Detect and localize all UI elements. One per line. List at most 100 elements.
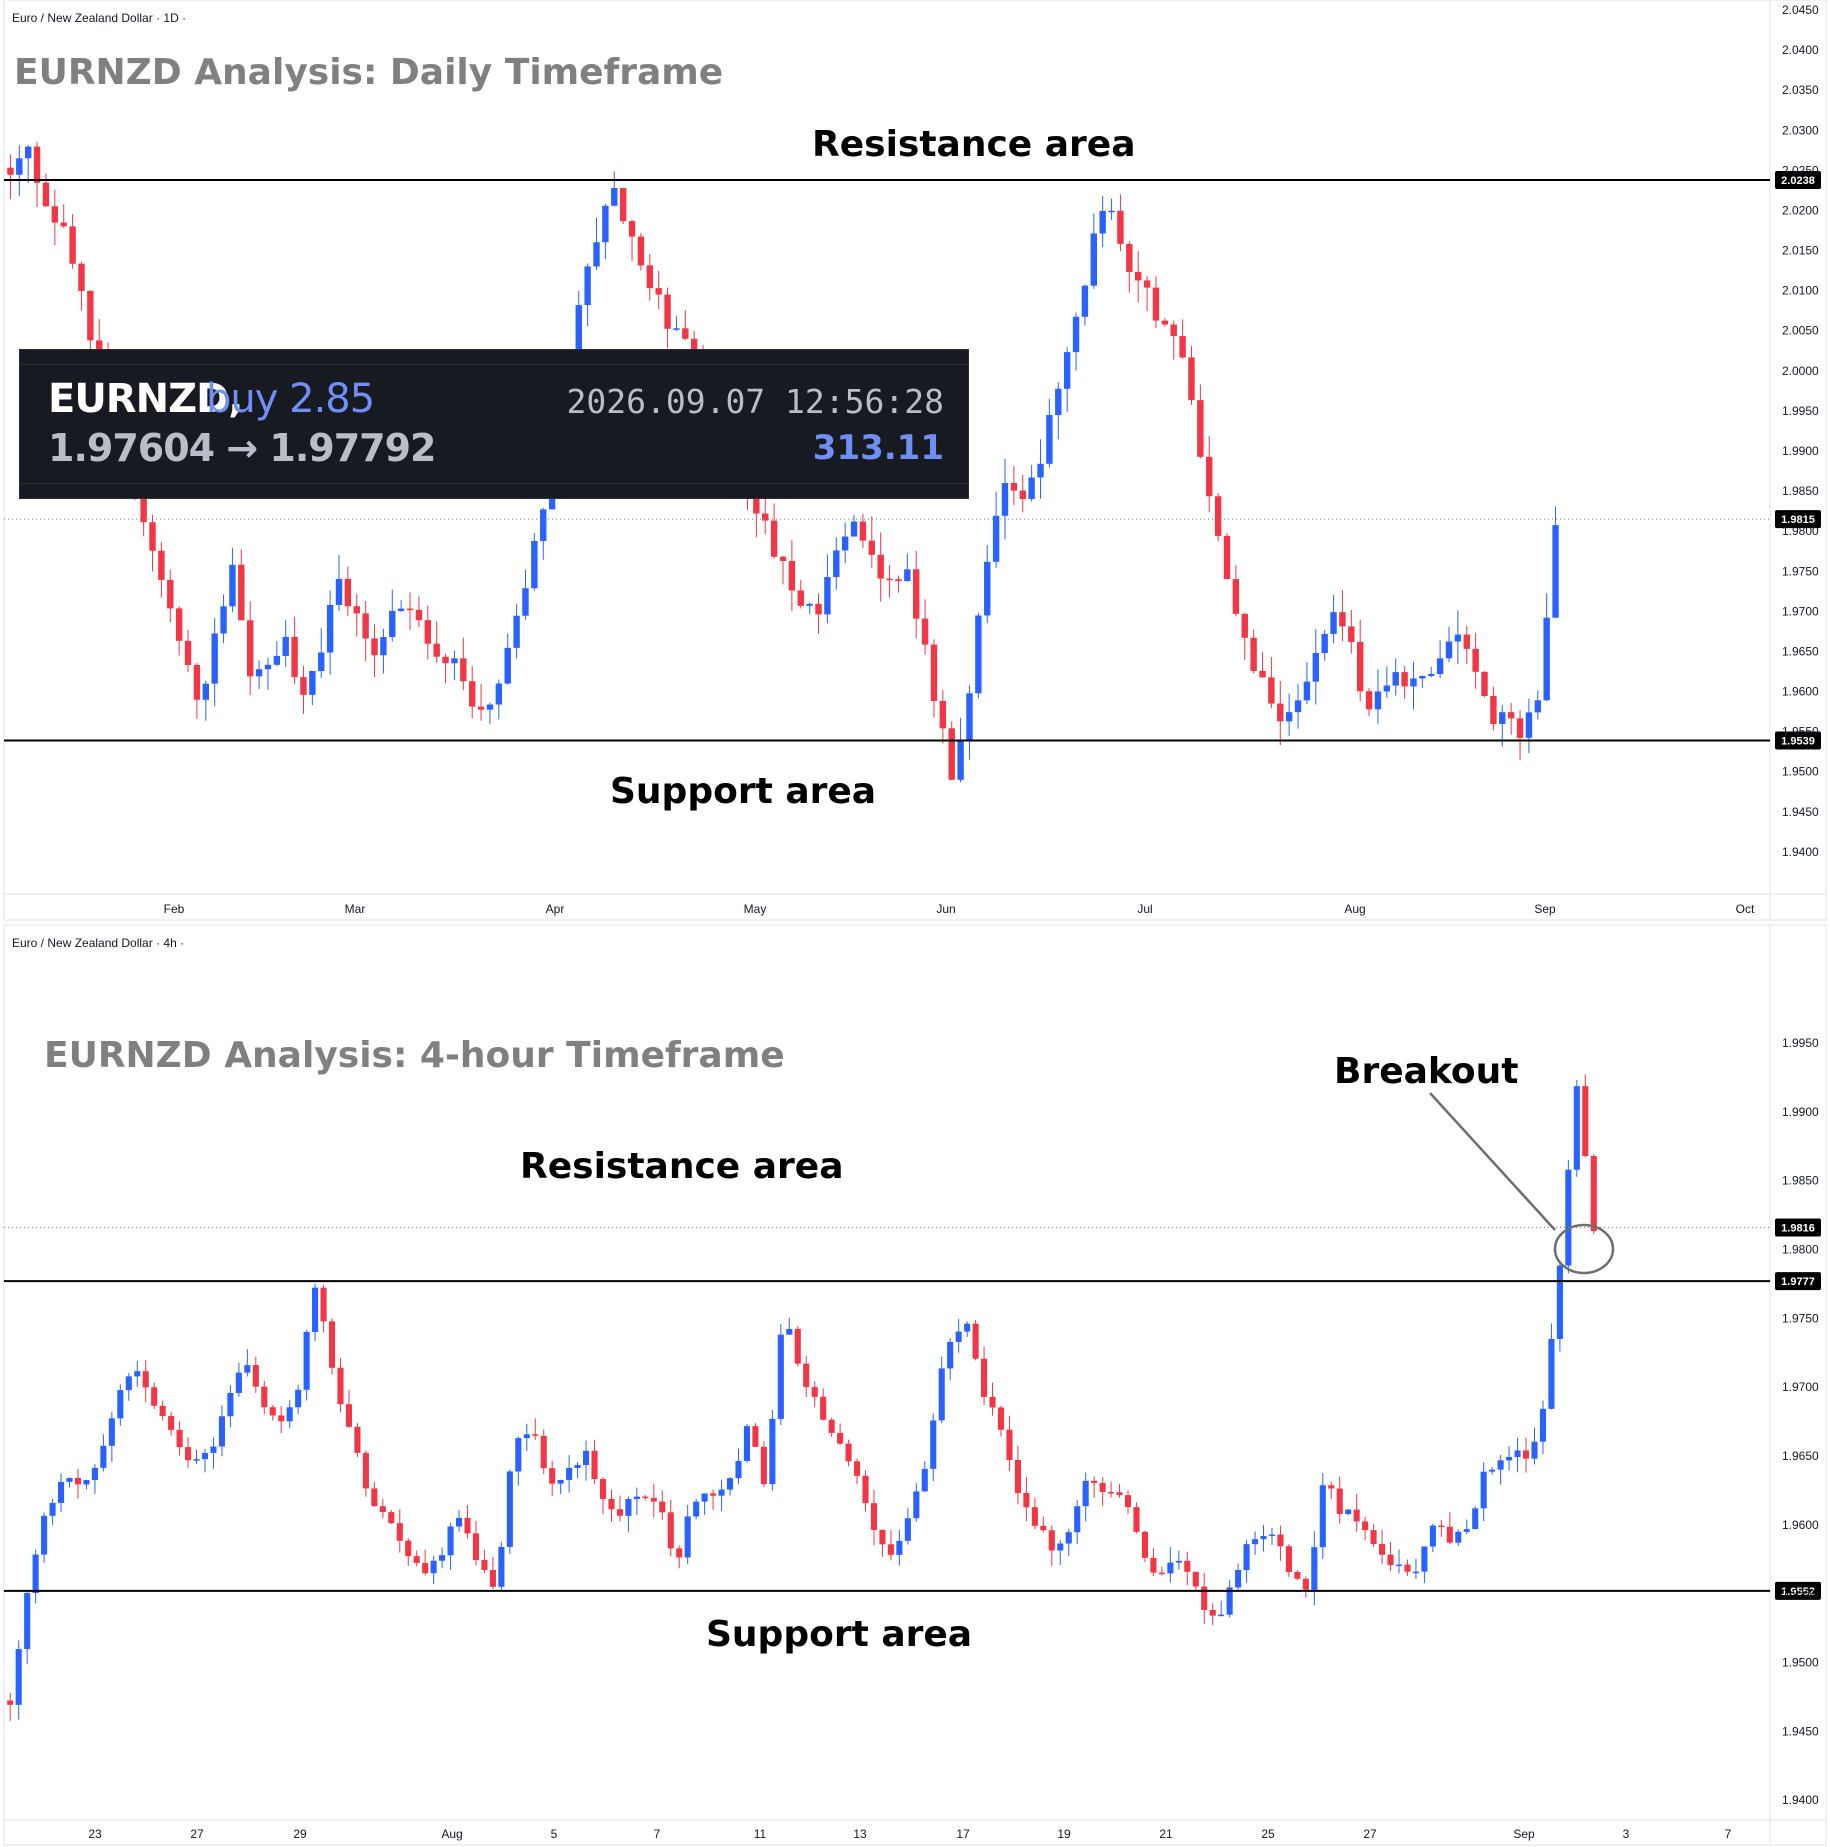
candle: [540, 507, 547, 560]
candle-body: [992, 515, 1000, 562]
candle-body: [362, 613, 369, 639]
candle: [557, 1479, 564, 1495]
candle: [957, 717, 964, 783]
trade-info-box[interactable]: EURNZD, buy 2.85 2026.09.07 12:56:28 1.9…: [19, 349, 969, 499]
candle: [1525, 698, 1533, 754]
candle: [972, 1319, 979, 1361]
candle: [522, 569, 529, 620]
candle: [1126, 241, 1133, 293]
candle: [1294, 683, 1302, 729]
candle: [1037, 439, 1044, 499]
candle-body: [247, 620, 254, 677]
candle-body: [489, 1570, 496, 1587]
candle-body: [540, 1435, 547, 1469]
four-hour-chart-panel[interactable]: Euro / New Zealand Dollar · 4h · EURNZD …: [3, 924, 1827, 1846]
candle: [1410, 661, 1417, 710]
candle: [477, 683, 485, 721]
candle-body: [117, 1390, 124, 1419]
candle: [335, 554, 343, 612]
candle: [1133, 1502, 1140, 1534]
y-tick-label: 1.9750: [1782, 564, 1819, 578]
candle: [913, 1483, 920, 1522]
candle: [770, 503, 778, 559]
candle: [433, 621, 440, 663]
candle-body: [1116, 1492, 1123, 1496]
candle: [762, 492, 769, 535]
candle-body: [877, 554, 884, 579]
candle: [718, 1479, 725, 1511]
candle-body: [743, 1426, 751, 1461]
candle: [859, 513, 867, 549]
daily-chart-title: EURNZD Analysis: Daily Timeframe: [14, 52, 723, 93]
candle-body: [91, 1467, 98, 1481]
candle: [1539, 1400, 1547, 1455]
candle: [1516, 710, 1524, 761]
candle: [1339, 590, 1346, 642]
candle: [100, 1434, 107, 1472]
current-price-label: 1.9815: [1781, 514, 1815, 526]
y-tick-label: 1.9900: [1782, 1105, 1819, 1119]
candle-body: [309, 671, 316, 695]
candle-body: [575, 305, 582, 355]
candle: [318, 628, 325, 678]
candle: [549, 1460, 556, 1497]
candle-body: [312, 1287, 319, 1332]
trade-symbol: EURNZD,: [48, 376, 243, 422]
candle: [1419, 675, 1426, 689]
candle-body: [328, 1321, 336, 1368]
candle: [602, 203, 609, 260]
candle-body: [1124, 1495, 1132, 1508]
candle-body: [1412, 1571, 1419, 1574]
candle: [930, 1413, 937, 1482]
candle-body: [975, 615, 982, 694]
candle: [975, 612, 982, 699]
candle: [684, 1504, 691, 1565]
candle-body: [584, 266, 591, 306]
x-tick-label: 29: [293, 1827, 307, 1841]
candle-body: [1294, 1571, 1301, 1579]
candle: [1072, 312, 1080, 371]
four-hour-support-annotation: Support area: [706, 1614, 972, 1655]
candle: [1548, 1323, 1555, 1410]
four-hour-symbol-label: Euro / New Zealand Dollar · 4h ·: [12, 936, 184, 950]
daily-resistance-annotation: Resistance area: [812, 124, 1136, 165]
candle: [1081, 284, 1089, 326]
candle-body: [1319, 1485, 1326, 1548]
candle-body: [811, 1387, 818, 1397]
candle-body: [140, 486, 147, 523]
candle: [447, 1522, 454, 1570]
candle-body: [608, 1498, 615, 1510]
candle: [913, 550, 920, 638]
candle-body: [599, 1479, 607, 1499]
candle-body: [904, 1518, 911, 1541]
candle-body: [227, 1392, 234, 1417]
candle: [992, 491, 1000, 568]
candle-body: [1126, 243, 1133, 272]
candle: [841, 522, 849, 564]
candle-body: [100, 1445, 107, 1468]
candle-body: [1365, 691, 1373, 710]
candle: [255, 660, 263, 689]
y-tick-label: 1.9400: [1782, 1793, 1819, 1807]
candle-body: [1063, 352, 1071, 389]
candle: [273, 641, 281, 667]
candle-body: [498, 1546, 505, 1587]
candle: [134, 1360, 141, 1387]
candle: [1531, 1427, 1538, 1465]
candle-body: [591, 1450, 598, 1480]
candle-body: [955, 1331, 962, 1342]
trade-side-volume: buy 2.85: [206, 376, 375, 422]
candle: [850, 514, 858, 537]
candle: [1201, 1572, 1208, 1625]
candle: [1197, 384, 1204, 459]
candle: [1303, 662, 1311, 704]
candle-body: [439, 1555, 446, 1561]
candle: [87, 290, 94, 358]
x-tick-label: Oct: [1736, 902, 1755, 916]
candle-body: [574, 1464, 581, 1468]
candle: [1463, 1519, 1470, 1535]
candle: [599, 1477, 607, 1515]
candle-body: [193, 1459, 200, 1461]
candle-body: [108, 1418, 115, 1446]
candle: [1268, 656, 1275, 709]
